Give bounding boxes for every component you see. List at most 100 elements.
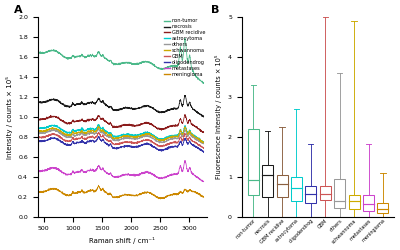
necrosis xyxy=(35,100,40,103)
GBM recidive xyxy=(106,122,110,124)
non-tumor xyxy=(106,59,110,62)
metastases xyxy=(106,172,110,175)
others xyxy=(130,137,135,140)
necrosis xyxy=(112,109,117,112)
astrocytoma xyxy=(201,140,206,143)
meningioma xyxy=(35,190,40,193)
oligodendrog xyxy=(112,146,117,149)
schwannoma xyxy=(48,127,53,130)
necrosis xyxy=(55,99,60,102)
oligodendrog xyxy=(35,139,40,142)
metastases xyxy=(201,180,206,183)
others xyxy=(55,129,60,132)
Line: meningioma: meningioma xyxy=(38,185,204,199)
GBM recidive xyxy=(48,116,53,119)
GBM xyxy=(96,131,101,134)
others xyxy=(201,142,206,146)
oligodendrog xyxy=(130,146,135,149)
oligodendrog xyxy=(109,145,114,148)
Bar xyxy=(291,177,302,202)
metastases xyxy=(112,175,117,178)
GBM xyxy=(201,146,206,149)
astrocytoma xyxy=(201,141,206,144)
X-axis label: Raman shift / cm⁻¹: Raman shift / cm⁻¹ xyxy=(89,237,155,244)
meningioma xyxy=(112,196,117,199)
astrocytoma xyxy=(106,132,111,134)
GBM recidive xyxy=(55,116,60,119)
GBM xyxy=(109,141,114,144)
GBM recidive xyxy=(109,123,114,126)
others xyxy=(96,127,101,130)
GBM xyxy=(130,141,135,144)
Line: schwannoma: schwannoma xyxy=(38,126,204,143)
metastases xyxy=(201,180,206,183)
meningioma xyxy=(48,188,53,190)
necrosis xyxy=(130,108,134,110)
metastases xyxy=(109,173,114,176)
metastases xyxy=(183,159,188,162)
non-tumor xyxy=(109,60,114,63)
non-tumor xyxy=(55,50,60,53)
schwannoma xyxy=(106,134,111,137)
Y-axis label: Intensity / counts × 10⁵: Intensity / counts × 10⁵ xyxy=(6,76,12,158)
schwannoma xyxy=(55,128,60,131)
necrosis xyxy=(201,115,206,118)
meningioma xyxy=(130,194,135,197)
non-tumor xyxy=(48,49,53,52)
non-tumor xyxy=(130,63,134,66)
necrosis xyxy=(109,106,114,110)
Line: GBM: GBM xyxy=(38,132,204,149)
GBM recidive xyxy=(130,125,134,128)
oligodendrog xyxy=(201,150,206,153)
GBM recidive xyxy=(112,125,117,128)
non-tumor xyxy=(201,82,206,85)
oligodendrog xyxy=(96,135,101,138)
Line: others: others xyxy=(38,128,204,144)
astrocytoma xyxy=(112,135,117,138)
others xyxy=(112,139,117,142)
others xyxy=(106,135,111,138)
Line: necrosis: necrosis xyxy=(38,95,204,117)
GBM recidive xyxy=(201,131,206,134)
astrocytoma xyxy=(35,126,40,129)
Line: astrocytoma: astrocytoma xyxy=(38,124,204,142)
GBM xyxy=(112,143,117,146)
others xyxy=(48,130,53,133)
Y-axis label: Fluorescence Intensity / counts × 10⁵: Fluorescence Intensity / counts × 10⁵ xyxy=(215,55,222,179)
meningioma xyxy=(201,196,206,199)
Bar xyxy=(262,165,273,197)
metastases xyxy=(55,168,60,171)
meningioma xyxy=(158,198,163,200)
necrosis xyxy=(48,98,53,101)
Bar xyxy=(320,186,331,200)
non-tumor xyxy=(35,50,40,53)
schwannoma xyxy=(96,124,101,128)
astrocytoma xyxy=(55,125,60,128)
Text: A: A xyxy=(14,6,23,16)
Line: non-tumor: non-tumor xyxy=(38,38,204,84)
others xyxy=(109,136,114,139)
Bar xyxy=(378,203,388,213)
non-tumor xyxy=(112,63,117,66)
GBM recidive xyxy=(183,113,188,116)
astrocytoma xyxy=(109,133,114,136)
metastases xyxy=(130,174,134,177)
schwannoma xyxy=(35,130,40,132)
Line: GBM recidive: GBM recidive xyxy=(38,114,204,133)
GBM xyxy=(201,147,206,150)
GBM recidive xyxy=(201,131,206,134)
schwannoma xyxy=(112,137,117,140)
oligodendrog xyxy=(201,151,206,154)
GBM recidive xyxy=(35,117,40,120)
schwannoma xyxy=(109,134,114,137)
others xyxy=(35,131,40,134)
non-tumor xyxy=(182,37,187,40)
non-tumor xyxy=(201,82,206,84)
meningioma xyxy=(109,194,114,197)
schwannoma xyxy=(130,136,135,139)
astrocytoma xyxy=(48,124,53,127)
Legend: non-tumor, necrosis, GBM recidive, astrocytoma, others, schwannoma, GBM, oligode: non-tumor, necrosis, GBM recidive, astro… xyxy=(164,18,206,77)
Bar xyxy=(248,129,259,195)
oligodendrog xyxy=(106,144,111,146)
meningioma xyxy=(96,184,101,187)
